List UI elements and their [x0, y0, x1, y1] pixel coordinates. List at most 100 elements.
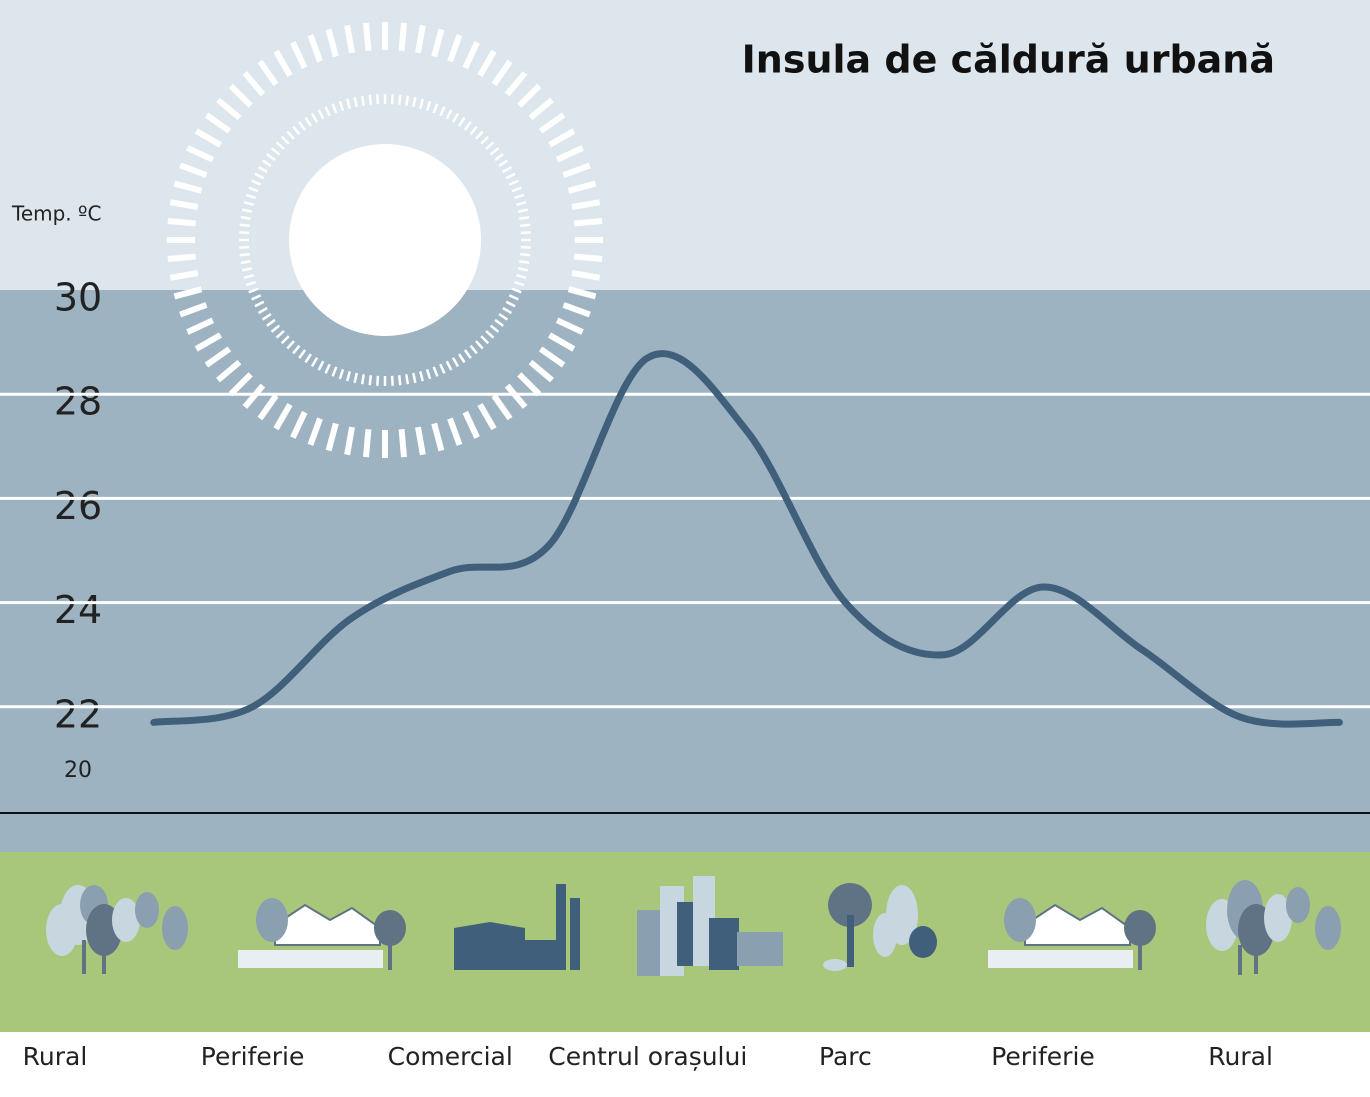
sun-inner-ray [331, 103, 338, 114]
sun-inner-ray [519, 215, 530, 220]
x-tick-label: Periferie [991, 1042, 1095, 1071]
y-tick-label: 22 [54, 692, 102, 736]
sun-ray [538, 112, 566, 134]
sun-ray [204, 112, 232, 134]
sun-inner-ray [376, 94, 380, 105]
x-tick-label: Parc [819, 1042, 872, 1071]
sun-inner-ray [516, 273, 527, 279]
sun-inner-ray [239, 252, 250, 257]
sun-inner-ray [254, 300, 265, 308]
sun-inner-ray [425, 100, 432, 112]
sun-inner-ray [418, 98, 424, 109]
sun-inner-ray [494, 153, 504, 162]
sun-ray [290, 410, 308, 439]
sun-ray [528, 97, 554, 121]
sun-inner-ray [502, 165, 513, 174]
sun-ray [538, 346, 566, 368]
sun-ray [415, 24, 426, 54]
sun-inner-ray [257, 306, 268, 315]
sun-ray [491, 59, 513, 87]
sun-ray [216, 359, 242, 383]
sun-ray [179, 302, 208, 318]
plot-panel [0, 290, 1370, 852]
sun-inner-ray [239, 223, 250, 228]
sun-ray [204, 346, 232, 368]
sun-inner-ray [508, 179, 519, 186]
temperature-line [150, 350, 1343, 728]
sun-inner-ray [445, 109, 453, 120]
sun-ray [173, 286, 203, 300]
sun-ray [504, 383, 528, 409]
sun-inner-ray [520, 231, 531, 235]
sun-inner-ray [304, 353, 312, 364]
sun-inner-ray [245, 193, 257, 200]
sun-inner-ray [485, 330, 495, 339]
sun-ray [528, 359, 554, 383]
sun-ray [167, 253, 196, 262]
sun-inner-ray [286, 130, 295, 140]
sun-inner-ray [511, 186, 522, 193]
sun-inner-ray [346, 98, 352, 109]
sun-inner-ray [254, 172, 265, 180]
sun-inner-ray [439, 363, 446, 374]
sun-inner-ray [368, 375, 373, 386]
icon-rural-2 [1206, 880, 1341, 975]
sun-ray [431, 28, 445, 58]
sun-ray [216, 97, 242, 121]
sun-inner-ray [498, 313, 509, 321]
sun-inner-ray [346, 371, 352, 382]
sky [0, 0, 1370, 290]
sun-inner-ray [480, 135, 490, 145]
sun-inner-ray [517, 267, 529, 272]
sun-ray [567, 286, 597, 300]
y-tick-label: 26 [54, 484, 102, 528]
sun-inner-ray [425, 368, 432, 380]
sun-inner-ray [257, 165, 268, 174]
sun-ray [363, 429, 372, 458]
icon-city [637, 876, 783, 976]
sun-ray [398, 429, 407, 458]
y-tick-label: 20 [64, 758, 92, 783]
sun-inner-ray [508, 294, 519, 301]
x-tick-label: Centrul orașului [548, 1042, 747, 1071]
sun-inner-ray [338, 368, 345, 380]
sun-inner-ray [469, 344, 478, 355]
sun-inner-ray [397, 375, 402, 386]
sun-ray [477, 403, 497, 431]
sun-inner-ray [505, 172, 516, 180]
sun-inner-ray [520, 223, 531, 228]
sun-inner-ray [368, 94, 373, 105]
sun-ray [567, 180, 597, 194]
sun-ray [477, 49, 497, 77]
sun-ray [194, 332, 222, 352]
sun-inner-ray [360, 374, 365, 385]
sun-ray [242, 71, 266, 97]
sun-ray [462, 41, 480, 70]
sun-inner-ray [310, 357, 319, 368]
sun-inner-ray [240, 260, 251, 265]
x-tick-label: Periferie [201, 1042, 305, 1071]
sun-ray [325, 422, 339, 452]
sun-ray [173, 180, 203, 194]
sun-inner-ray [519, 260, 530, 265]
sun-inner-ray [241, 267, 253, 272]
sun-ray [571, 199, 601, 210]
sun-inner-ray [324, 363, 331, 374]
sun-inner-ray [241, 208, 253, 213]
sun-inner-ray [517, 208, 529, 213]
sun-ray [194, 128, 222, 148]
sun-ray [228, 83, 253, 108]
sun-inner-ray [475, 340, 484, 350]
sun-inner-ray [502, 306, 513, 315]
sun-inner-ray [480, 335, 490, 345]
sun-ray [431, 422, 445, 452]
sun-inner-ray [239, 245, 250, 249]
sun-inner-ray [463, 121, 472, 131]
sun-inner-ray [275, 330, 285, 339]
sun-inner-ray [239, 231, 250, 235]
sun-inner-ray [505, 300, 516, 308]
sun-inner-ray [266, 153, 276, 162]
x-tick-label: Rural [23, 1042, 88, 1071]
sun-inner-ray [310, 112, 319, 123]
sun-ray [517, 83, 542, 108]
